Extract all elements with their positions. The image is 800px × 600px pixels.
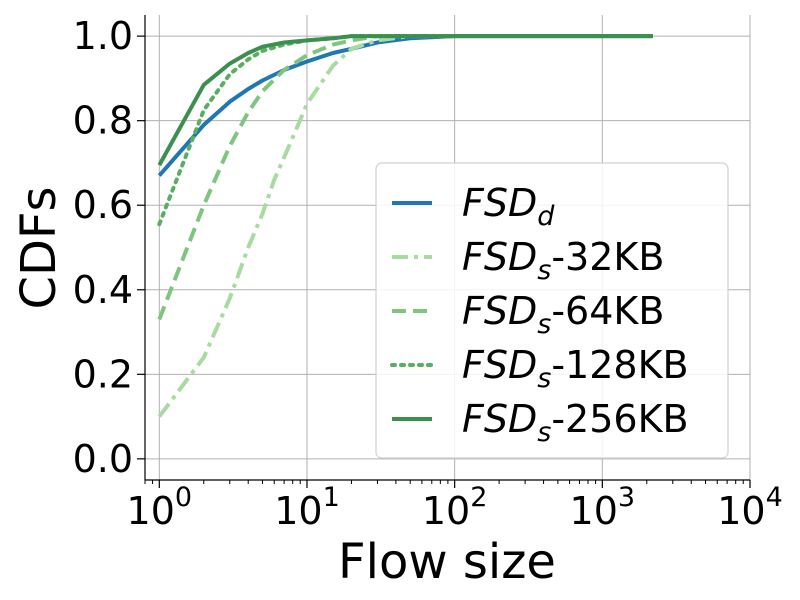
series-line-256kb [157, 34, 653, 167]
legend-label: FSDs-128KB [462, 343, 689, 394]
x-tick-exponent: 3 [618, 482, 635, 513]
x-tick-label: 104 [717, 482, 783, 533]
x-tick-base: 10 [570, 489, 618, 533]
legend-label-main: FSD [462, 235, 537, 279]
legend-label-suffix: -256KB [551, 397, 688, 441]
x-tick-label: 103 [570, 482, 636, 533]
x-tick-exponent: 1 [323, 482, 340, 513]
x-tick-exponent: 4 [766, 482, 783, 513]
legend-label-suffix: -32KB [551, 235, 664, 279]
legend-label-subscript: s [537, 309, 551, 340]
axes [137, 15, 751, 488]
legend: FSDdFSDs-32KBFSDs-64KBFSDs-128KBFSDs-256… [375, 162, 729, 459]
x-tick-exponent: 0 [175, 482, 192, 513]
legend-label-suffix: -64KB [551, 289, 664, 333]
y-tick-label: 0.0 [73, 437, 133, 481]
legend-label-main: FSD [462, 343, 537, 387]
legend-label-subscript: s [537, 363, 551, 394]
legend-label-main: FSD [462, 289, 537, 333]
y-tick-label: 0.8 [73, 99, 133, 143]
x-tick-base: 10 [127, 489, 175, 533]
legend-label-subscript: s [537, 417, 551, 448]
series-line-fsd-d [157, 34, 653, 177]
x-tick-base: 10 [422, 489, 470, 533]
legend-label-subscript: s [537, 255, 551, 286]
x-tick-base: 10 [274, 489, 322, 533]
legend-label-subscript: d [537, 201, 555, 232]
x-tick-label: 101 [274, 482, 340, 533]
series-line-32kb [157, 34, 455, 418]
x-tick-exponent: 2 [470, 482, 487, 513]
legend-label: FSDs-64KB [462, 289, 664, 340]
y-tick-label: 0.6 [73, 183, 133, 227]
x-tick-label: 102 [422, 482, 488, 533]
y-tick-label: 0.2 [73, 352, 133, 396]
legend-label: FSDd [462, 181, 555, 232]
y-tick-label: 1.0 [73, 14, 133, 58]
legend-label-main: FSD [462, 181, 537, 225]
legend-label: FSDs-32KB [462, 235, 664, 286]
x-tick-label: 100 [127, 482, 193, 533]
x-axis-title: Flow size [338, 534, 556, 590]
legend-label: FSDs-256KB [462, 397, 689, 448]
legend-box [375, 162, 729, 459]
x-tick-base: 10 [717, 489, 765, 533]
series-layer [157, 34, 653, 418]
y-axis-title: CDFs [11, 186, 67, 309]
y-tick-label: 0.4 [73, 268, 133, 312]
legend-label-suffix: -128KB [551, 343, 688, 387]
legend-label-main: FSD [462, 397, 537, 441]
